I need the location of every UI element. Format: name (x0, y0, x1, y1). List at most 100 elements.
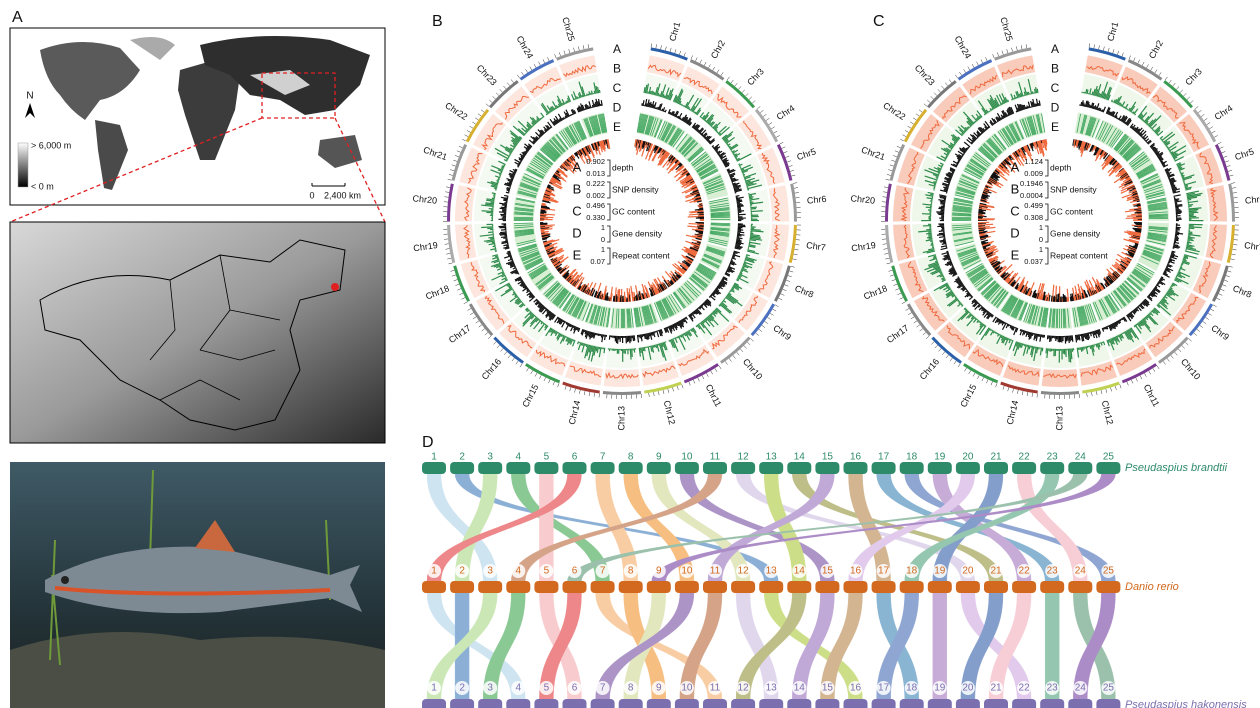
snp-bar (727, 144, 728, 145)
snp-bar (493, 246, 496, 247)
gc-bar (1098, 108, 1099, 110)
legend-letter: E (1011, 247, 1020, 262)
chromosome-block (534, 462, 558, 474)
chromosome-label: Chr19 (413, 240, 439, 253)
snp-bar (498, 178, 500, 179)
snp-bar (749, 196, 752, 197)
tick (737, 352, 740, 355)
tick (794, 254, 798, 255)
tick (1185, 342, 1188, 345)
tick (1163, 361, 1165, 364)
snp-bar (938, 174, 939, 175)
tick (658, 391, 659, 395)
gc-bar (1010, 325, 1011, 326)
chromosome-number: 5 (544, 683, 550, 694)
tick (935, 345, 938, 348)
tick (795, 192, 799, 193)
gc-bar (943, 242, 946, 243)
gc-bar (737, 204, 742, 205)
snp-bar (488, 237, 494, 238)
chromosome-block (703, 462, 727, 474)
tick (938, 349, 941, 352)
gc-bar (981, 306, 982, 307)
tick (564, 51, 565, 55)
tick (493, 342, 496, 345)
tick (1201, 114, 1204, 116)
snp-bar (497, 258, 499, 259)
ideogram (790, 183, 797, 221)
chromosome-block (956, 462, 980, 474)
legend-letter: A (1011, 159, 1020, 174)
snp-bar (1084, 347, 1085, 350)
gc-bar (1081, 102, 1082, 106)
tick (584, 391, 585, 395)
tick (521, 72, 523, 75)
tick (1003, 386, 1004, 390)
snp-bar (555, 108, 556, 110)
chromosome-label: Chr6 (806, 194, 826, 206)
tick (740, 349, 743, 352)
chromosome-block (534, 581, 558, 593)
tick (682, 384, 683, 388)
snp-bar (1028, 92, 1029, 95)
snp-bar (1143, 120, 1144, 121)
gc-bar (939, 207, 945, 208)
legend-letter: D (1010, 225, 1019, 240)
chromosome-block (1040, 581, 1064, 593)
tick (1226, 276, 1230, 277)
chromosome-number: 3 (487, 683, 493, 694)
legend-max: 1 (601, 245, 605, 254)
snp-bar (1135, 114, 1136, 115)
legend-name: SNP density (1050, 184, 1097, 194)
gc-bar (504, 195, 508, 196)
chromosome-label: Chr2 (1147, 38, 1165, 60)
tick (791, 175, 795, 176)
tick (889, 270, 893, 271)
snp-bar (1094, 345, 1095, 347)
gc-bar (726, 272, 727, 273)
tick (1007, 49, 1008, 53)
legend-name: Repeat content (612, 250, 670, 260)
snp-bar (492, 242, 495, 243)
scale-start: 0 (309, 190, 314, 200)
tick (500, 89, 503, 92)
legend-bracket (1045, 226, 1048, 242)
gc-bar (517, 166, 518, 167)
tick (698, 378, 700, 382)
gc-bar (1027, 105, 1028, 108)
tick (1222, 151, 1226, 153)
tick (924, 104, 927, 107)
chromosome-block (844, 462, 868, 474)
tick (583, 45, 584, 49)
chromosome-number: 17 (878, 566, 890, 577)
snp-bar (1179, 270, 1181, 271)
tick (459, 146, 463, 148)
chromosome-block (647, 462, 671, 474)
snp-bar (524, 305, 525, 306)
tick (1214, 135, 1218, 137)
tick (445, 244, 449, 245)
snp-bar (690, 330, 691, 331)
depth-track (893, 224, 915, 261)
tick (968, 67, 970, 70)
snp-bar (733, 154, 734, 155)
tick (1037, 394, 1038, 398)
tick (886, 263, 890, 264)
chromosome-label: Chr22 (443, 100, 469, 122)
snp-bar (977, 319, 978, 320)
tick (976, 62, 978, 66)
snp-bar (746, 256, 748, 257)
tick (942, 352, 945, 355)
fish-photo (10, 462, 385, 708)
snp-bar (1180, 172, 1181, 173)
ideogram (603, 391, 641, 395)
snp-bar (1124, 107, 1125, 108)
gc-bar (1050, 336, 1051, 342)
tick (470, 313, 473, 315)
tick (981, 59, 983, 63)
tick (893, 284, 897, 285)
chromosome-label: Chr12 (662, 399, 678, 425)
chromosome-block (506, 462, 530, 474)
gc-bar (963, 153, 964, 154)
gc-bar (1120, 319, 1121, 321)
